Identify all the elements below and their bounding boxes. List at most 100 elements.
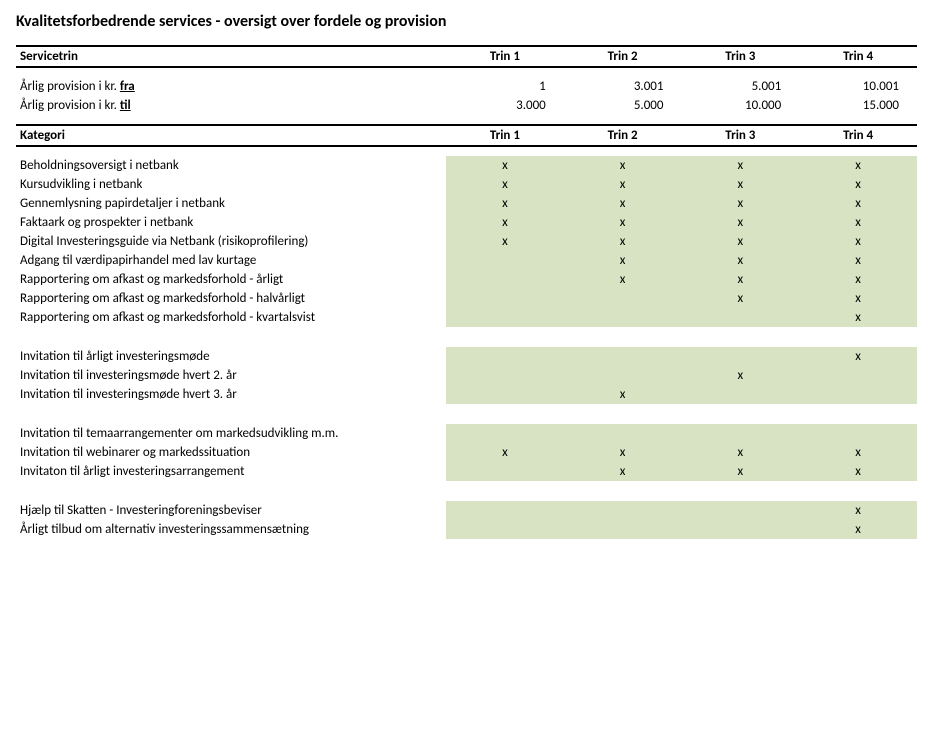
category-mark-t1 <box>446 424 564 443</box>
category-mark-t1 <box>446 270 564 289</box>
category-mark-t3: x <box>681 175 799 194</box>
table-row: Rapportering om afkast og markedsforhold… <box>16 270 917 289</box>
category-mark-t3 <box>681 520 799 539</box>
tier-header-3: Trin 3 <box>681 46 799 67</box>
category-mark-t4: x <box>799 270 917 289</box>
category-mark-t1: x <box>446 443 564 462</box>
category-mark-t4: x <box>799 213 917 232</box>
category-mark-t3: x <box>681 251 799 270</box>
category-mark-t2: x <box>564 213 682 232</box>
category-mark-t1 <box>446 520 564 539</box>
category-mark-t1 <box>446 289 564 308</box>
category-label: Faktaark og prospekter i netbank <box>16 213 446 232</box>
category-mark-t4: x <box>799 443 917 462</box>
table-row: Invitation til investeringsmøde hvert 2.… <box>16 366 917 385</box>
category-mark-t1 <box>446 462 564 481</box>
provision-value-1-0: 3.000 <box>446 96 564 115</box>
table-row: Invitaton til årligt investeringsarrange… <box>16 462 917 481</box>
category-label: Invitation til årligt investeringsmøde <box>16 347 446 366</box>
table-row: Rapportering om afkast og markedsforhold… <box>16 308 917 327</box>
provision-value-1-2: 10.000 <box>681 96 799 115</box>
category-mark-t3: x <box>681 156 799 175</box>
kategori-tier-1: Trin 1 <box>446 125 564 146</box>
table-row: Hjælp til Skatten - Investeringforenings… <box>16 501 917 520</box>
provision-value-0-3: 10.001 <box>799 77 917 96</box>
category-mark-t4: x <box>799 347 917 366</box>
provision-value-0-1: 3.001 <box>564 77 682 96</box>
category-mark-t1: x <box>446 156 564 175</box>
category-mark-t2: x <box>564 270 682 289</box>
category-label: Rapportering om afkast og markedsforhold… <box>16 289 446 308</box>
category-mark-t2: x <box>564 385 682 404</box>
category-mark-t3: x <box>681 194 799 213</box>
category-mark-t2: x <box>564 462 682 481</box>
category-mark-t3: x <box>681 232 799 251</box>
category-mark-t2: x <box>564 156 682 175</box>
table-row: Beholdningsoversigt i netbankxxxx <box>16 156 917 175</box>
category-mark-t3: x <box>681 443 799 462</box>
provision-value-1-3: 15.000 <box>799 96 917 115</box>
category-label: Digital Investeringsguide via Netbank (r… <box>16 232 446 251</box>
kategori-tier-3: Trin 3 <box>681 125 799 146</box>
category-mark-t2 <box>564 424 682 443</box>
category-mark-t2: x <box>564 232 682 251</box>
category-mark-t4 <box>799 424 917 443</box>
category-mark-t4: x <box>799 308 917 327</box>
tier-header-2: Trin 2 <box>564 46 682 67</box>
provision-value-0-2: 5.001 <box>681 77 799 96</box>
category-mark-t3: x <box>681 289 799 308</box>
category-mark-t1 <box>446 251 564 270</box>
category-mark-t2: x <box>564 443 682 462</box>
category-label: Gennemlysning papirdetaljer i netbank <box>16 194 446 213</box>
category-mark-t4: x <box>799 194 917 213</box>
category-label: Hjælp til Skatten - Investeringforenings… <box>16 501 446 520</box>
category-mark-t3: x <box>681 213 799 232</box>
kategori-tier-2: Trin 2 <box>564 125 682 146</box>
table-row: Gennemlysning papirdetaljer i netbankxxx… <box>16 194 917 213</box>
category-mark-t1: x <box>446 194 564 213</box>
table-row: Invitation til årligt investeringsmøde x <box>16 347 917 366</box>
category-mark-t3: x <box>681 366 799 385</box>
category-mark-t3 <box>681 308 799 327</box>
table-row: Faktaark og prospekter i netbankxxxx <box>16 213 917 232</box>
provision-row-label-1: Årlig provision i kr. til <box>16 96 446 115</box>
kategori-tier-4: Trin 4 <box>799 125 917 146</box>
category-mark-t1: x <box>446 175 564 194</box>
category-label: Rapportering om afkast og markedsforhold… <box>16 270 446 289</box>
category-mark-t1 <box>446 308 564 327</box>
category-mark-t4: x <box>799 156 917 175</box>
table-row: Invitation til investeringsmøde hvert 3.… <box>16 385 917 404</box>
table-row: Invitation til temaarrangementer om mark… <box>16 424 917 443</box>
category-label: Invitation til webinarer og markedssitua… <box>16 443 446 462</box>
category-mark-t4: x <box>799 175 917 194</box>
table-row: Adgang til værdipapirhandel med lav kurt… <box>16 251 917 270</box>
page-title: Kvalitetsforbedrende services - oversigt… <box>16 12 917 31</box>
category-mark-t4: x <box>799 501 917 520</box>
category-label: Invitaton til årligt investeringsarrange… <box>16 462 446 481</box>
kategori-label: Kategori <box>16 125 446 146</box>
tier-header-4: Trin 4 <box>799 46 917 67</box>
category-label: Kursudvikling i netbank <box>16 175 446 194</box>
category-mark-t4: x <box>799 251 917 270</box>
category-mark-t2 <box>564 308 682 327</box>
table-row: Rapportering om afkast og markedsforhold… <box>16 289 917 308</box>
category-mark-t4 <box>799 385 917 404</box>
category-mark-t2: x <box>564 251 682 270</box>
table-row: Årligt tilbud om alternativ investerings… <box>16 520 917 539</box>
category-mark-t4: x <box>799 462 917 481</box>
category-mark-t1 <box>446 347 564 366</box>
category-label: Adgang til værdipapirhandel med lav kurt… <box>16 251 446 270</box>
category-mark-t3 <box>681 501 799 520</box>
category-mark-t1: x <box>446 232 564 251</box>
category-label: Invitation til investeringsmøde hvert 2.… <box>16 366 446 385</box>
category-mark-t1 <box>446 385 564 404</box>
table-row: Digital Investeringsguide via Netbank (r… <box>16 232 917 251</box>
category-mark-t2: x <box>564 194 682 213</box>
category-mark-t4: x <box>799 232 917 251</box>
category-mark-t4: x <box>799 520 917 539</box>
category-mark-t3: x <box>681 270 799 289</box>
category-label: Årligt tilbud om alternativ investerings… <box>16 520 446 539</box>
category-mark-t2 <box>564 289 682 308</box>
tier-header-1: Trin 1 <box>446 46 564 67</box>
provision-value-1-1: 5.000 <box>564 96 682 115</box>
